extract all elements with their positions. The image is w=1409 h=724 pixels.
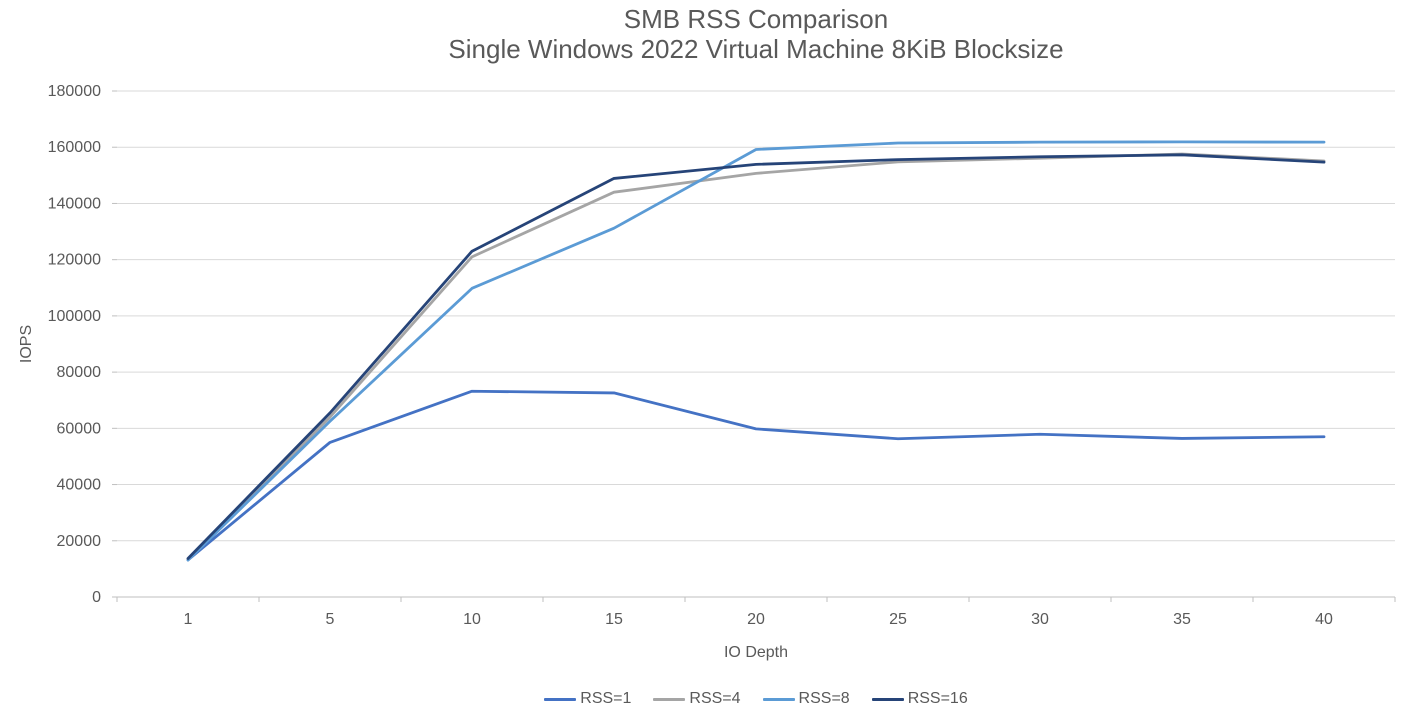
y-tick-label: 160000 [48,139,101,156]
legend-label: RSS=16 [907,690,968,707]
legend-swatch-icon [544,697,577,701]
y-tick-label: 120000 [48,252,101,269]
series-line-RSS=8 [186,140,1326,562]
x-tick-label: 1 [184,611,193,628]
x-tick-label: 5 [326,611,335,628]
series-line-RSS=1 [186,389,1326,562]
x-tick-label: 10 [463,611,481,628]
legend-item-RSS=1[interactable]: RSS=1 [544,690,631,708]
legend-item-RSS=4[interactable]: RSS=4 [653,690,741,708]
y-tick-label: 80000 [57,364,102,381]
x-tick-label: 20 [747,611,765,628]
legend: RSS=1 RSS=4 RSS=8 RSS=16 [117,690,1395,708]
y-tick-label: 0 [92,589,101,606]
series-line-RSS=4 [186,152,1326,561]
series-line-RSS=16 [186,153,1326,560]
x-axis-title: IO Depth [723,644,789,661]
legend-label: RSS=8 [798,690,850,707]
legend-swatch-icon [871,697,904,701]
legend-swatch-icon [653,697,686,701]
x-tick-label: 40 [1315,611,1333,628]
legend-swatch-icon [762,697,795,701]
x-tick-label: 30 [1031,611,1049,628]
x-tick-label: 25 [889,611,907,628]
y-tick-label: 20000 [57,533,102,550]
legend-label: RSS=1 [580,690,632,707]
legend-item-RSS=16[interactable]: RSS=16 [871,690,968,708]
y-tick-label: 40000 [57,477,102,494]
y-tick-label: 140000 [48,195,101,212]
legend-item-RSS=8[interactable]: RSS=8 [762,690,850,708]
legend-label: RSS=4 [689,690,741,707]
x-tick-label: 35 [1173,611,1191,628]
y-tick-label: 180000 [48,83,101,100]
y-tick-label: 100000 [48,308,101,325]
chart-subtitle: Single Windows 2022 Virtual Machine 8KiB… [448,34,1064,64]
title-block: SMB RSS Comparison Single Windows 2022 V… [117,4,1395,64]
y-tick-label: 60000 [57,420,102,437]
x-tick-label: 15 [605,611,623,628]
chart-title: SMB RSS Comparison [623,4,889,34]
